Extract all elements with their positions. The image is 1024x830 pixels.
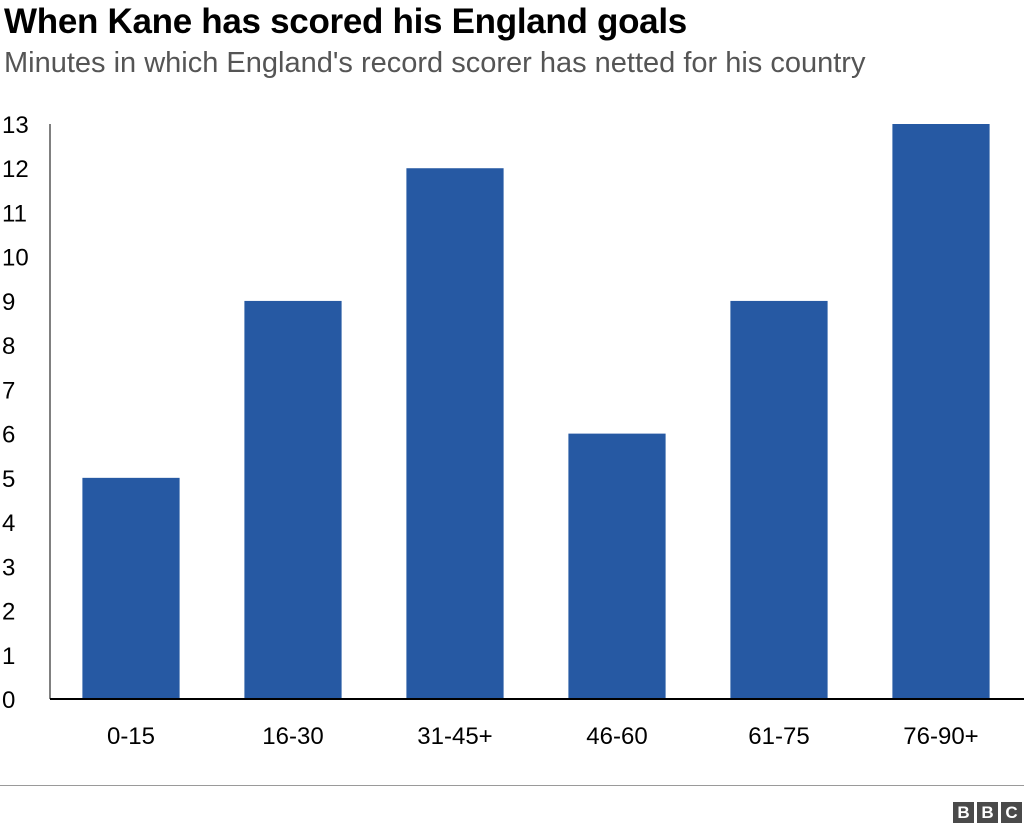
footer-divider [0, 785, 1024, 786]
y-tick-label: 3 [2, 554, 15, 581]
y-tick-label: 8 [2, 333, 15, 360]
y-tick-label: 13 [2, 112, 29, 139]
chart-title: When Kane has scored his England goals [4, 2, 687, 41]
x-tick-label: 16-30 [262, 723, 323, 750]
y-tick-label: 4 [2, 510, 15, 537]
y-tick-label: 12 [2, 156, 29, 183]
x-tick-label: 76-90+ [903, 723, 978, 750]
y-tick-label: 6 [2, 422, 15, 449]
chart-subtitle: Minutes in which England's record scorer… [4, 47, 866, 79]
bar-0-15 [82, 477, 180, 699]
y-tick-label: 11 [2, 200, 27, 227]
bbc-logo-letter: B [953, 802, 974, 823]
x-tick-label: 46-60 [586, 723, 647, 750]
y-tick-label: 9 [2, 289, 15, 316]
bbc-logo-letter: B [977, 802, 998, 823]
bar-61-75 [730, 300, 828, 699]
y-tick-label: 5 [2, 466, 15, 493]
x-tick-label: 0-15 [107, 723, 155, 750]
y-tick-label: 1 [2, 643, 15, 670]
bar-16-30 [244, 300, 342, 699]
bbc-logo-letter: C [1001, 802, 1022, 823]
bbc-logo: B B C [953, 802, 1022, 823]
bar-76-90+ [892, 124, 990, 699]
y-tick-label: 10 [2, 245, 29, 272]
x-axis-ticks: 0-15 16-30 31-45+ 46-60 61-75 76-90+ [107, 723, 979, 750]
bar-46-60 [568, 433, 666, 699]
bars [82, 124, 990, 699]
y-tick-label: 0 [2, 687, 15, 714]
y-tick-label: 7 [2, 377, 15, 404]
y-tick-label: 2 [2, 599, 15, 626]
x-tick-label: 31-45+ [417, 723, 492, 750]
bar-31-45+ [406, 168, 504, 699]
x-tick-label: 61-75 [748, 723, 809, 750]
